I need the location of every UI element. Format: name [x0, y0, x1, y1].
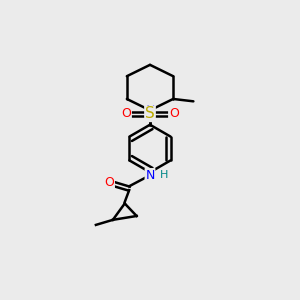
Text: N: N — [145, 169, 155, 182]
Text: N: N — [145, 104, 155, 117]
Text: O: O — [169, 107, 179, 120]
Text: S: S — [145, 106, 155, 121]
Text: H: H — [160, 170, 169, 180]
Text: O: O — [104, 176, 114, 189]
Text: O: O — [121, 107, 131, 120]
